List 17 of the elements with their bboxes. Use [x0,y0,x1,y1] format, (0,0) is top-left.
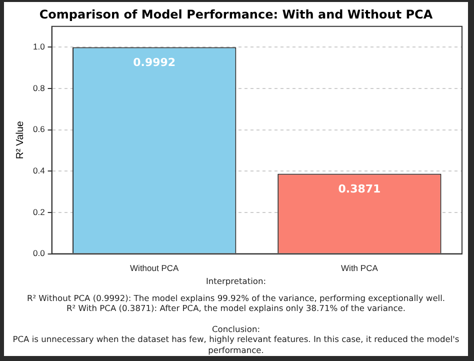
y-tick-label: 0.0 [32,248,46,258]
data-label: 0.3871 [338,182,381,196]
y-tick-label: 0.6 [32,124,46,134]
y-tick-label: 0.2 [32,206,46,217]
text: R² With PCA (0.3871): After PCA, the model explains only 38.71% of the variance. [65,303,407,314]
y-axis-title: R² Value [14,120,26,160]
y-tick-label: 0.4 [32,165,46,176]
chart-title: Comparison of Model Performance: With and Without PCA [39,7,434,22]
text: Interpretation: [204,276,268,286]
text: R² Without PCA (0.9992): The model explains 99.92% of the variance, performing exceptionally well. [26,292,446,303]
data-label: 0.9992 [133,56,176,70]
y-tick-label: 0.8 [32,82,46,93]
x-tick-label: With PCA [341,263,378,274]
text: Conclusion: [210,324,261,334]
x-tick-label: Without PCA [130,263,180,274]
y-tick-label: 1.0 [32,41,46,52]
text: PCA is unnecessary when the dataset has few, highly relevant features. In this case, it reduced the model's performance. [12,334,460,355]
